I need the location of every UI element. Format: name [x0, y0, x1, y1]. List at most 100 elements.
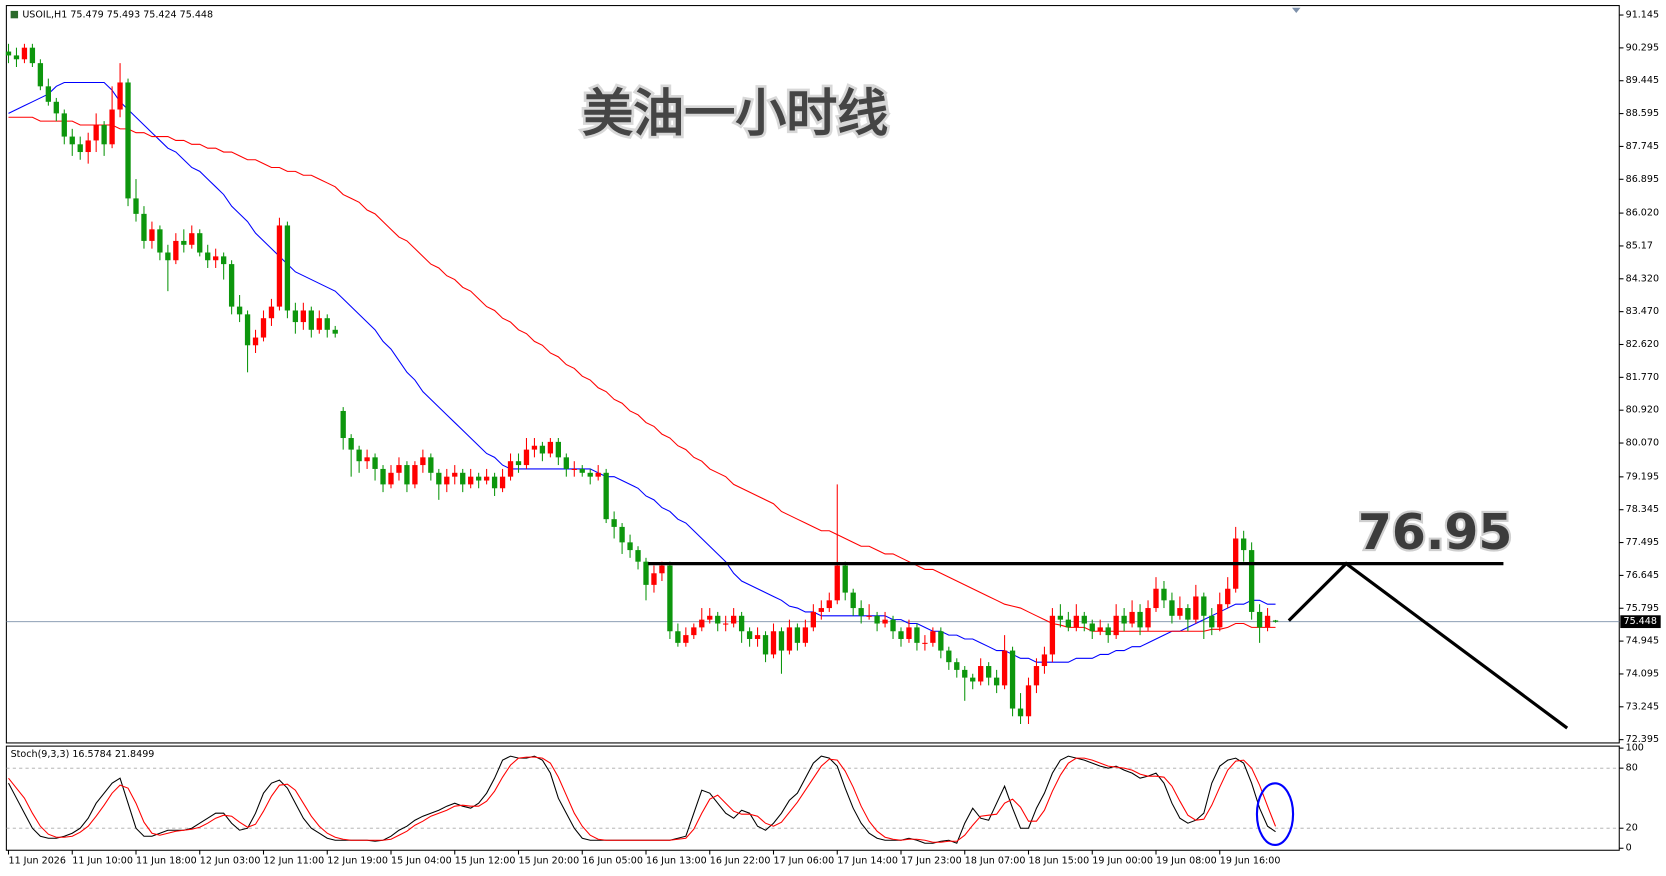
y-tick-label: 82.620 [1626, 339, 1659, 350]
candle-body [483, 476, 490, 481]
candle-body [515, 461, 522, 466]
candle-body [1113, 615, 1119, 636]
candle-body [675, 631, 681, 643]
candle-body [69, 136, 75, 145]
candle-body [53, 101, 59, 114]
y-tick-label: 84.320 [1626, 273, 1659, 284]
y-tick-label: 73.245 [1626, 701, 1659, 712]
candle-body [93, 124, 99, 141]
candle-body [866, 615, 872, 617]
candle-body [1025, 685, 1032, 717]
candle-body [1169, 600, 1175, 616]
candle-body [1272, 620, 1279, 622]
candle-body [786, 627, 793, 651]
candle-body [37, 63, 44, 87]
candle-body [595, 472, 601, 477]
candle-body [1225, 588, 1231, 605]
candle-body [1073, 615, 1079, 628]
x-tick-label: 17 Jun 06:00 [774, 855, 835, 866]
indicator-title: Stoch(9,3,3) 16.5784 21.8499 [11, 749, 155, 760]
candle-body [986, 666, 992, 678]
main-panel [5, 5, 1620, 744]
y-tick-label: 74.095 [1626, 668, 1659, 679]
candle-body [1201, 596, 1207, 616]
candle-body [420, 457, 426, 466]
candle-body [723, 623, 729, 625]
candle-body [826, 600, 832, 609]
candle-body [324, 318, 330, 330]
candle-body [181, 240, 187, 245]
candle-body [762, 635, 769, 655]
candle-body [667, 565, 673, 632]
y-tick-label: 0 [1626, 843, 1632, 854]
candle-body [1193, 596, 1199, 620]
x-tick-label: 19 Jun 00:00 [1092, 855, 1153, 866]
x-tick-label: 19 Jun 08:00 [1156, 855, 1217, 866]
candle-body [842, 565, 848, 593]
chart-header: USOIL,H1 75.479 75.493 75.424 75.448 [22, 10, 213, 21]
candle-body [993, 677, 1000, 686]
candle-body [45, 86, 51, 102]
candle-body [284, 225, 291, 311]
y-tick-label: 80.070 [1626, 438, 1659, 449]
candle-body [1017, 708, 1024, 717]
x-tick-label: 16 Jun 22:00 [710, 855, 771, 866]
candle-body [1248, 550, 1255, 612]
candle-body [794, 627, 801, 643]
candle-body [906, 627, 912, 639]
candle-body [1001, 650, 1008, 686]
chart-annotation: 美油一小时线 [582, 85, 888, 144]
candle-body [874, 615, 880, 624]
candle-body [85, 140, 91, 153]
x-tick-label: 12 Jun 11:00 [264, 855, 325, 866]
candle-body [1105, 627, 1111, 636]
candle-body [276, 225, 283, 307]
x-tick-label: 11 Jun 2026 [9, 855, 66, 866]
candle-body [938, 631, 944, 651]
candle-body [1049, 615, 1056, 655]
candle-body [1177, 608, 1183, 616]
candle-body [555, 441, 561, 458]
candle-body [683, 635, 689, 643]
y-tick-label: 77.495 [1626, 537, 1659, 548]
x-tick-label: 11 Jun 18:00 [136, 855, 197, 866]
candle-body [978, 666, 984, 682]
current-price-box [1620, 615, 1661, 629]
candle-body [491, 476, 498, 489]
candle-body [930, 631, 936, 643]
candle-body [1033, 666, 1040, 686]
candle-body [1217, 604, 1223, 628]
candle-body [882, 619, 888, 624]
x-tick-label: 18 Jun 15:00 [1029, 855, 1090, 866]
candle-body [1264, 615, 1271, 628]
y-tick-label: 20 [1626, 823, 1638, 834]
candle-body [380, 468, 386, 485]
y-tick-label: 76.645 [1626, 570, 1659, 581]
stoch-panel [5, 745, 1620, 851]
moving-average [8, 81, 1276, 663]
candle-body [738, 615, 745, 632]
candle-body [300, 310, 306, 323]
candle-body [1137, 611, 1143, 628]
candle-body [260, 318, 267, 338]
candle-body [1057, 615, 1064, 620]
candle-body [539, 445, 546, 454]
candle-body [635, 550, 641, 562]
highlight-circle [1255, 782, 1295, 846]
candle-body [1241, 538, 1247, 551]
x-tick-label: 15 Jun 20:00 [519, 855, 580, 866]
candle-body [579, 468, 585, 473]
candle-body [659, 565, 665, 574]
candle-body [858, 608, 864, 616]
candle-body [627, 542, 633, 551]
candle-body [252, 337, 259, 346]
candle-body [372, 457, 378, 469]
candle-body [507, 461, 514, 477]
candle-body [691, 627, 697, 636]
candle-body [348, 438, 354, 450]
x-tick-label: 15 Jun 04:00 [391, 855, 452, 866]
x-tick-label: 16 Jun 05:00 [582, 855, 643, 866]
x-tick-label: 15 Jun 12:00 [455, 855, 516, 866]
candle-body [715, 615, 721, 624]
